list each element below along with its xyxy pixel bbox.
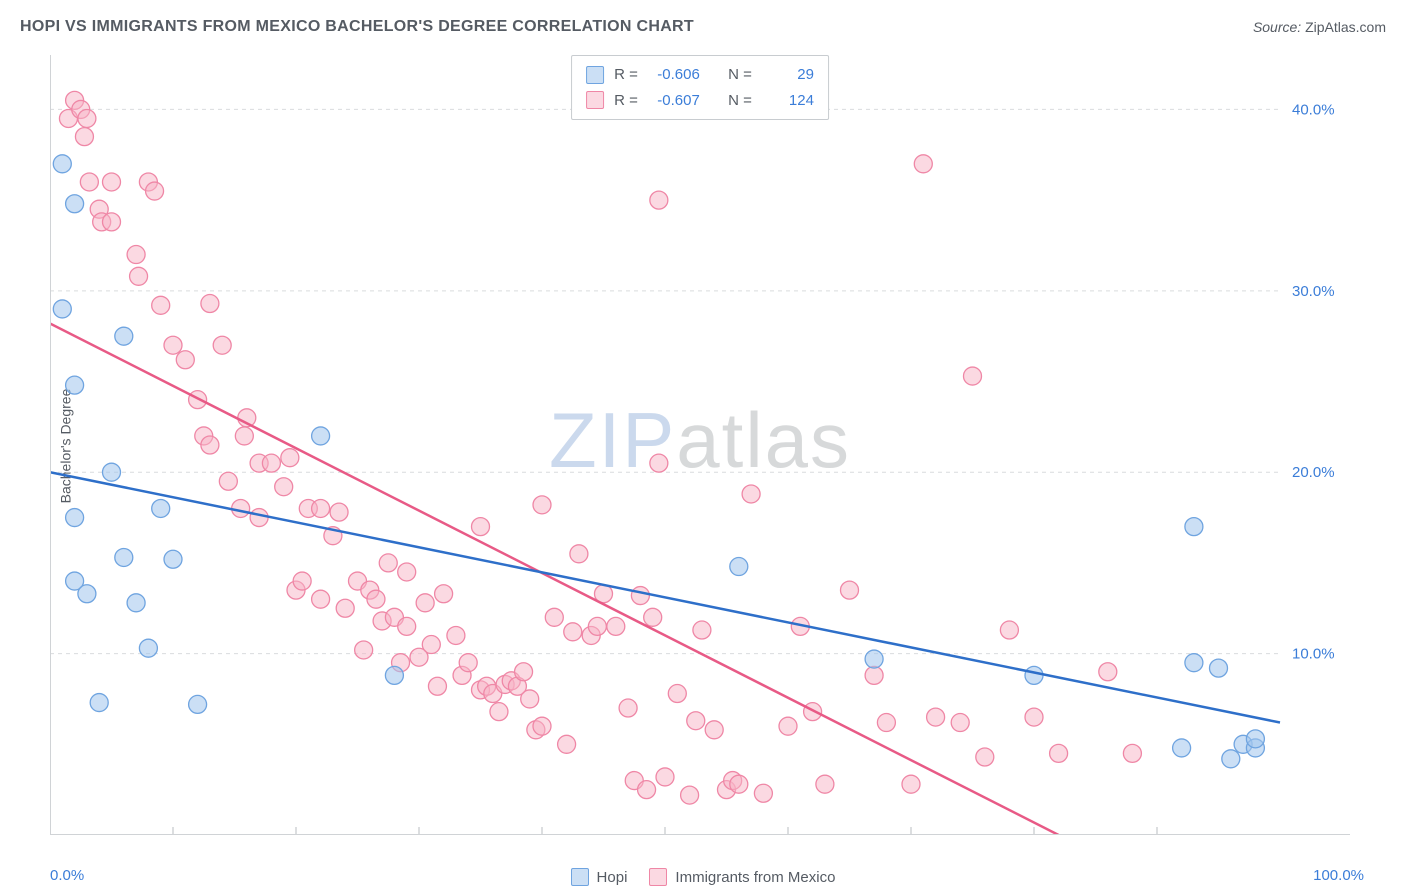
r-label: R =: [614, 62, 638, 88]
stats-legend-box: R = -0.606 N = 29 R = -0.607 N = 124: [571, 55, 829, 120]
r-value-hopi: -0.606: [648, 62, 700, 88]
legend-label-hopi: Hopi: [597, 869, 628, 886]
mexico-swatch-icon: [649, 868, 667, 886]
n-label: N =: [728, 62, 752, 88]
plot-border: [50, 55, 1350, 835]
source-attribution: Source: ZipAtlas.com: [1253, 19, 1386, 35]
chart-title: HOPI VS IMMIGRANTS FROM MEXICO BACHELOR'…: [20, 18, 694, 36]
stats-row-mexico: R = -0.607 N = 124: [586, 88, 814, 114]
legend-label-mexico: Immigrants from Mexico: [675, 869, 835, 886]
r-value-mexico: -0.607: [648, 88, 700, 114]
legend-item-mexico: Immigrants from Mexico: [649, 868, 835, 886]
hopi-swatch-icon: [571, 868, 589, 886]
n-value-mexico: 124: [762, 88, 814, 114]
chart-plot-area: 10.0%20.0%30.0%40.0% ZIPatlas R = -0.606…: [50, 55, 1350, 835]
legend-item-hopi: Hopi: [571, 868, 628, 886]
r-label: R =: [614, 88, 638, 114]
n-label: N =: [728, 88, 752, 114]
source-label: Source:: [1253, 19, 1301, 35]
stats-row-hopi: R = -0.606 N = 29: [586, 62, 814, 88]
hopi-swatch-icon: [586, 66, 604, 84]
series-legend: Hopi Immigrants from Mexico: [0, 868, 1406, 886]
n-value-hopi: 29: [762, 62, 814, 88]
source-name: ZipAtlas.com: [1305, 19, 1386, 35]
mexico-swatch-icon: [586, 91, 604, 109]
